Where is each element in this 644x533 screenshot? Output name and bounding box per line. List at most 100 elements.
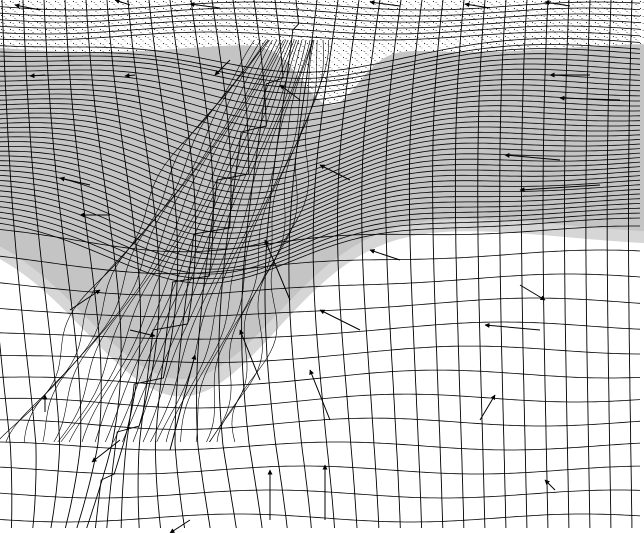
velocity-arrow <box>279 84 301 101</box>
mesh-line-vertical <box>0 341 13 529</box>
plume-mesh-line <box>105 39 286 443</box>
mesh-line-horizontal <box>0 73 641 116</box>
mesh-line-horizontal <box>0 193 641 260</box>
mesh-line-horizontal <box>0 89 641 136</box>
mesh-line-vertical <box>43 0 82 529</box>
mesh-line-horizontal <box>0 188 641 255</box>
velocity-arrow <box>59 176 91 186</box>
mesh-line-horizontal <box>0 94 640 143</box>
velocity-arrow <box>214 59 231 76</box>
mesh-line-horizontal <box>0 273 641 296</box>
velocity-arrow <box>189 2 221 9</box>
mesh-line-vertical <box>337 0 360 529</box>
mesh-line-horizontal <box>0 115 641 169</box>
velocity-arrow <box>309 369 331 421</box>
velocity-arrow <box>464 2 491 9</box>
plume-mesh-line <box>165 39 307 443</box>
velocity-arrow <box>239 329 261 381</box>
mesh-line-horizontal <box>0 79 641 123</box>
mesh-line-vertical <box>264 0 300 529</box>
plume-mesh-line <box>23 39 267 443</box>
velocity-arrow <box>519 284 546 301</box>
mesh-line-horizontal <box>0 146 641 206</box>
mesh-line-horizontal <box>0 321 641 340</box>
mesh-line-vertical <box>64 0 102 529</box>
mesh-line-horizontal <box>0 155 641 217</box>
velocity-arrow <box>559 95 621 101</box>
velocity-arrow <box>504 152 561 161</box>
mesh-line-horizontal <box>0 31 641 41</box>
velocity-arrow <box>369 249 401 261</box>
mesh-line-horizontal <box>0 38 641 73</box>
mesh-line-horizontal <box>0 417 641 430</box>
velocity-arrow <box>544 479 556 491</box>
velocity-arrow <box>544 0 571 7</box>
velocity-arrow <box>129 329 156 338</box>
plume-mesh-line <box>122 39 292 443</box>
plume-mesh-line <box>206 39 314 443</box>
velocity-arrow <box>319 164 351 181</box>
plume-mesh-line <box>60 39 273 443</box>
mesh-line-horizontal <box>0 105 641 156</box>
mesh-line-vertical <box>606 0 612 529</box>
velocity-arrow <box>69 289 101 311</box>
velocity-arrow <box>169 519 191 533</box>
mesh-line-vertical <box>454 0 465 529</box>
mesh-line-horizontal <box>0 345 640 363</box>
mesh-line-horizontal <box>0 110 641 163</box>
mesh-line-horizontal <box>0 136 641 194</box>
velocity-arrow <box>264 239 291 301</box>
mesh-line-vertical <box>94 0 141 529</box>
mesh-line-horizontal <box>0 100 640 150</box>
mesh-line-horizontal <box>0 198 641 265</box>
velocity-arrow <box>169 354 197 451</box>
mesh-line-horizontal <box>0 84 641 130</box>
mesh-line-horizontal <box>0 217 641 284</box>
velocity-arrow <box>91 439 121 463</box>
mesh-line-horizontal <box>0 393 641 409</box>
mesh-line-vertical <box>408 0 423 529</box>
velocity-arrow <box>369 0 401 7</box>
mesh-line-vertical <box>628 0 633 528</box>
velocity-arrow <box>14 3 41 11</box>
mesh-line-horizontal <box>0 175 641 239</box>
mesh-line-horizontal <box>0 141 641 200</box>
mesh-line-vertical <box>85 0 122 529</box>
mesh-line-horizontal <box>0 249 641 275</box>
mesh-line-horizontal <box>0 184 641 250</box>
velocity-arrow <box>319 309 361 331</box>
mesh-line-horizontal <box>0 160 641 223</box>
mesh-line-horizontal <box>0 131 641 188</box>
mesh-line-vertical <box>542 0 549 529</box>
plume-mesh-line <box>132 39 295 443</box>
mesh-line-horizontal <box>0 58 641 94</box>
mesh-line-horizontal <box>0 48 641 83</box>
mesh-line-horizontal <box>0 19 641 29</box>
mesh-line-horizontal <box>0 212 641 280</box>
velocity-arrow <box>29 73 46 79</box>
mesh-line-vertical <box>1 0 37 529</box>
mesh-line-horizontal <box>0 165 641 229</box>
mesh-line-vertical <box>241 0 284 529</box>
plume-mesh-line <box>53 39 269 443</box>
mesh-line-horizontal <box>0 225 640 253</box>
velocity-arrow <box>519 184 601 193</box>
mesh-line-horizontal <box>0 170 641 234</box>
plume-mesh-line <box>195 39 313 443</box>
plume-mesh-line <box>57 39 270 443</box>
plume-mesh-line <box>113 39 289 443</box>
plume-mesh-line <box>180 39 311 443</box>
mesh-line-horizontal <box>0 121 641 176</box>
mesh-line-vertical <box>385 0 402 529</box>
mesh-line-vertical <box>106 0 160 529</box>
mesh-line-horizontal <box>0 441 641 451</box>
mesh-line-horizontal <box>0 68 641 109</box>
mesh-line-vertical <box>499 0 507 529</box>
velocity-arrow <box>114 0 131 6</box>
mesh-line-vertical <box>174 0 232 529</box>
mesh-line-horizontal <box>0 465 640 475</box>
mesh-line-horizontal <box>0 1 641 11</box>
velocity-arrow <box>479 394 496 421</box>
mesh-line-horizontal <box>0 179 641 245</box>
mesh-line-vertical <box>564 0 570 529</box>
